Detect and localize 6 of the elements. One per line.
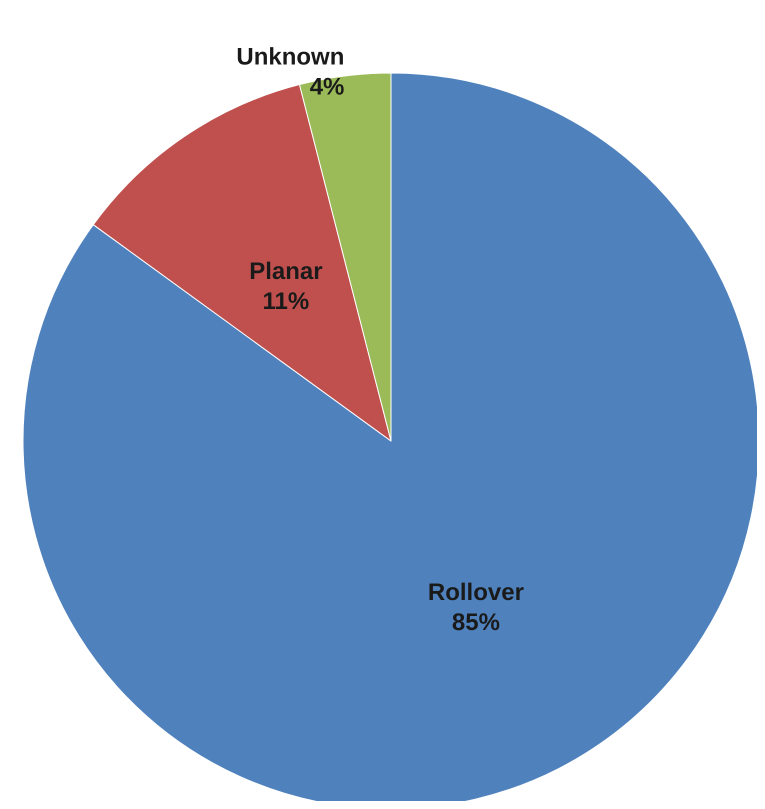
slice-label: Unknown [236,43,344,70]
slice-label: Rollover [428,579,524,606]
data-label: 85% [452,609,500,636]
slice-label: Planar [249,258,323,285]
data-label: 4% [310,73,344,100]
data-label: 11% [262,288,310,315]
